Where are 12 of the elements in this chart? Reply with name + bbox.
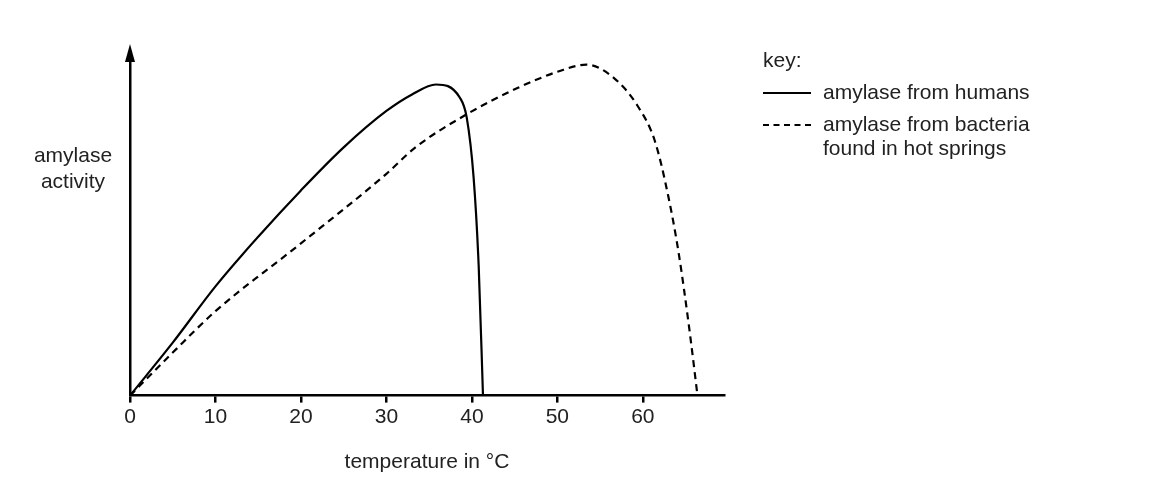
x-axis-title: temperature in °C bbox=[344, 449, 510, 473]
x-tick-label: 30 bbox=[374, 404, 399, 427]
legend-label: amylase from bacteria found in hot springs bbox=[823, 112, 1031, 160]
y-axis-title: amylase activity bbox=[32, 142, 114, 194]
legend-title: key: bbox=[763, 48, 803, 72]
x-tick-label: 60 bbox=[631, 404, 655, 427]
x-tick-label: 50 bbox=[545, 404, 570, 427]
x-tick-label: 0 bbox=[124, 404, 136, 427]
x-tick-label: 10 bbox=[203, 404, 228, 427]
legend-label: amylase from humans bbox=[823, 80, 1031, 104]
x-tick-label: 20 bbox=[289, 404, 313, 427]
x-tick-label: 40 bbox=[460, 404, 484, 427]
